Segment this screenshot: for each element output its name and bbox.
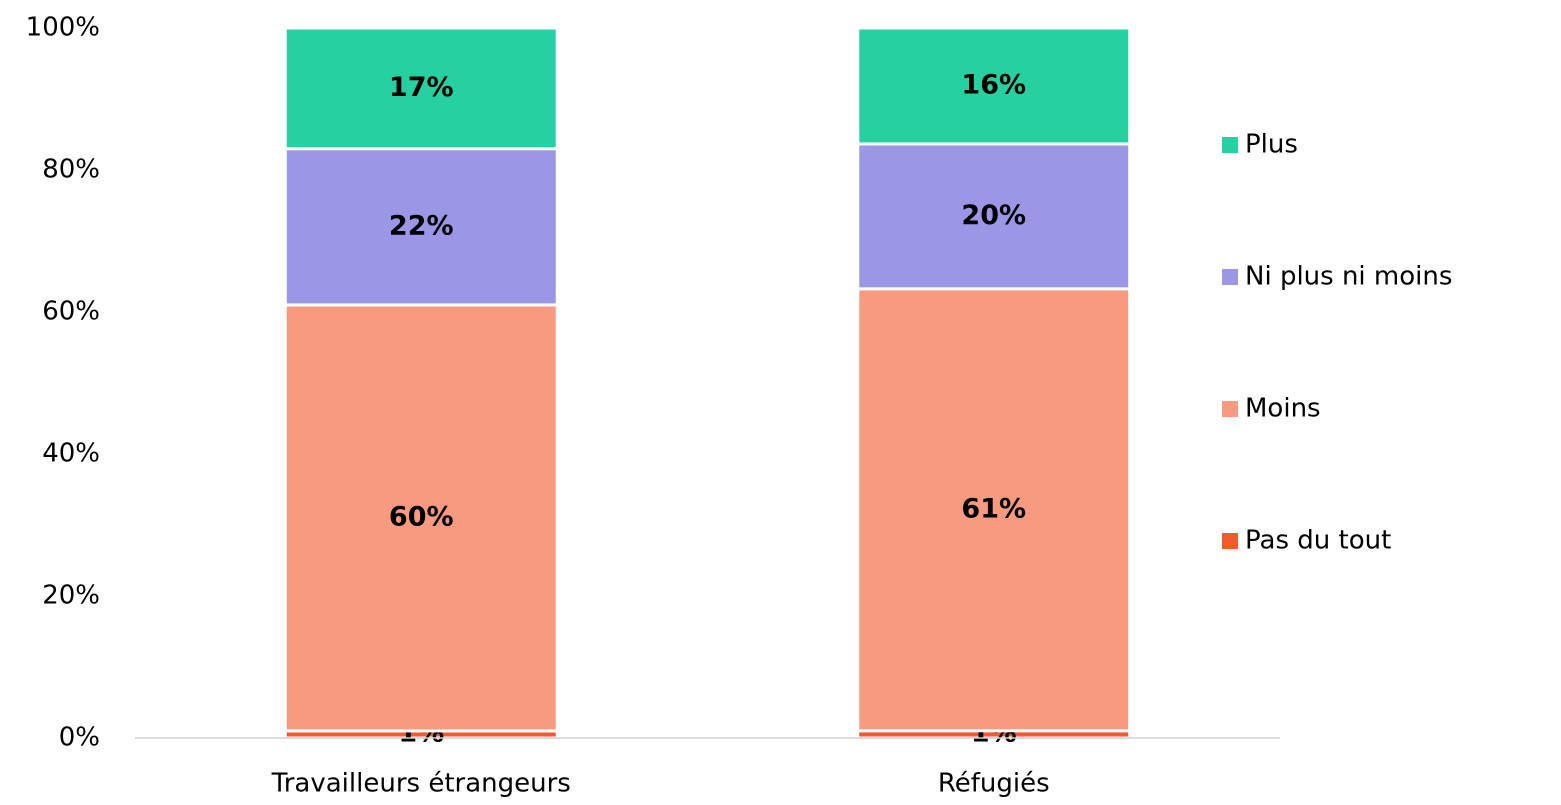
y-tick-label: 100% (26, 13, 100, 43)
legend-swatch (1222, 401, 1238, 417)
bar-segment (283, 147, 559, 307)
legend-swatch (1222, 269, 1238, 285)
y-tick-label: 80% (42, 155, 100, 185)
value-label: 22% (389, 210, 454, 241)
legend-label: Ni plus ni moins (1245, 262, 1452, 292)
bar-segment (283, 303, 559, 733)
value-label: 16% (961, 69, 1026, 100)
y-tick-label: 20% (42, 581, 100, 611)
legend-label: Moins (1245, 394, 1321, 424)
legend-swatch (1222, 533, 1238, 549)
value-label: 60% (389, 501, 454, 532)
value-label: 17% (389, 72, 454, 103)
value-label: 20% (961, 200, 1026, 231)
y-tick-label: 0% (59, 723, 100, 753)
x-tick-label: Réfugiés (938, 769, 1050, 799)
x-tick-label: Travailleurs étrangeurs (271, 769, 571, 799)
value-label: 61% (961, 493, 1026, 524)
y-tick-label: 40% (42, 439, 100, 469)
legend-label: Plus (1245, 130, 1298, 160)
bar-segment (283, 26, 559, 151)
bar-segment (856, 26, 1132, 146)
legend-label: Pas du tout (1245, 526, 1391, 556)
legend-swatch (1222, 137, 1238, 153)
y-tick-label: 60% (42, 297, 100, 327)
